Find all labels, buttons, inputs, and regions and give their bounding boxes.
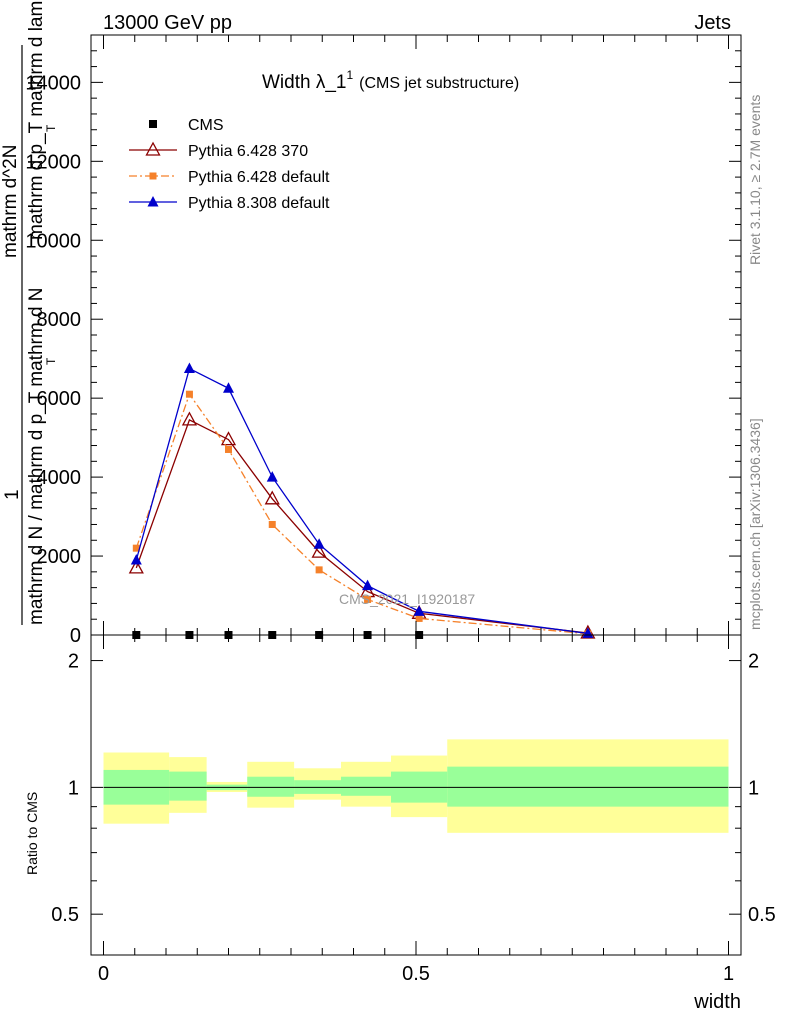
x-tick-label: 1 bbox=[723, 963, 734, 985]
y-tick-label: 14000 bbox=[25, 72, 81, 94]
legend-entry: Pythia 6.428 370 bbox=[129, 141, 308, 160]
watermark: CMS_2021_I1920187 bbox=[339, 591, 475, 607]
series-line bbox=[135, 367, 588, 635]
data-point bbox=[364, 595, 372, 603]
ratio-y-tick-label-right: 0.5 bbox=[748, 904, 776, 926]
ylabel-denominator: mathrm d N / mathrm d p_T mathrm d N bbox=[26, 287, 47, 625]
title-main: Width λ_1 bbox=[262, 72, 346, 93]
legend-label: Pythia 8.308 default bbox=[188, 195, 330, 212]
ylabel-one: 1 bbox=[2, 489, 23, 500]
series-line bbox=[135, 392, 588, 635]
y-tick-label: 6000 bbox=[37, 388, 82, 410]
ratio-panel bbox=[103, 739, 729, 833]
ratio-axes: 0 0.5 1 0.5 0.5 1 1 2 2 bbox=[51, 635, 776, 985]
data-point bbox=[266, 471, 278, 482]
main-axes: 0 2000 4000 6000 8000 10000 12000 14000 bbox=[25, 34, 741, 647]
ratio-ylabel: Ratio to CMS bbox=[24, 792, 40, 875]
ratio-y-tick-label: 1 bbox=[68, 777, 79, 799]
data-point bbox=[313, 538, 325, 549]
ylabel-numerator-a: mathrm d^2N bbox=[0, 145, 21, 258]
data-point bbox=[185, 390, 193, 398]
ylabel-sub-t: T bbox=[44, 357, 58, 365]
legend-label: CMS bbox=[188, 117, 224, 134]
x-tick-label: 0 bbox=[98, 963, 109, 985]
ratio-y-tick-label: 0.5 bbox=[51, 904, 79, 926]
ylabel-sub-t2: T bbox=[44, 124, 58, 132]
ratio-band-inner bbox=[341, 776, 391, 796]
y-tick-label: 10000 bbox=[25, 230, 81, 252]
data-point bbox=[223, 382, 234, 393]
plot-title: Width λ_11 (CMS jet substructure) bbox=[262, 68, 519, 93]
legend-entry: Pythia 6.428 default bbox=[129, 169, 330, 186]
x-axis-label: width bbox=[693, 991, 741, 1013]
data-point bbox=[130, 554, 142, 565]
legend-entry: CMS bbox=[149, 117, 224, 134]
legend-entry: Pythia 8.308 default bbox=[129, 195, 330, 212]
y-tick-label: 2000 bbox=[37, 546, 82, 568]
data-point bbox=[225, 445, 232, 453]
legend-marker bbox=[147, 196, 159, 207]
legend-marker bbox=[149, 120, 157, 128]
ylabel-numerator-b: mathrm d p_T mathrm d lambda bbox=[26, 0, 47, 240]
legend-marker bbox=[145, 141, 161, 156]
series-line bbox=[135, 418, 588, 634]
data-point bbox=[362, 579, 374, 591]
mcplots-label: mcplots.cern.ch [arXiv:1306.3436] bbox=[747, 418, 763, 630]
header-left: 13000 GeV pp bbox=[103, 12, 232, 34]
ratio-y-tick-label: 2 bbox=[68, 651, 79, 673]
legend: CMS Pythia 6.428 370 Pythia 6.428 default P… bbox=[129, 117, 330, 212]
y-tick-label: 4000 bbox=[37, 467, 82, 489]
y-tick-label: 0 bbox=[70, 625, 81, 647]
ratio-band-inner bbox=[169, 771, 207, 801]
data-point bbox=[181, 411, 198, 426]
title-sub: (CMS jet substructure) bbox=[359, 75, 519, 92]
ratio-band-inner bbox=[447, 766, 729, 807]
data-point bbox=[220, 431, 237, 446]
legend-label: Pythia 6.428 370 bbox=[188, 143, 308, 160]
x-tick-label: 0.5 bbox=[402, 963, 430, 985]
data-point bbox=[415, 614, 423, 622]
data-point bbox=[264, 490, 280, 505]
rivet-label: Rivet 3.1.10, ≥ 2.7M events bbox=[747, 95, 763, 265]
y-axis-label: 1 mathrm d N / mathrm d p_T mathrm d N m… bbox=[0, 0, 58, 625]
ratio-y-tick-label-right: 1 bbox=[748, 777, 759, 799]
legend-label: Pythia 6.428 default bbox=[188, 169, 330, 186]
y-tick-label: 8000 bbox=[37, 309, 82, 331]
data-point bbox=[311, 543, 327, 558]
legend-marker bbox=[149, 172, 157, 180]
header-right: Jets bbox=[694, 12, 731, 34]
data-point bbox=[315, 566, 323, 574]
data-point bbox=[183, 362, 195, 374]
data-point bbox=[268, 520, 276, 528]
ratio-y-tick-label-right: 2 bbox=[748, 651, 759, 673]
y-tick-label: 12000 bbox=[25, 151, 81, 173]
ratio-band-inner bbox=[247, 776, 295, 797]
data-point bbox=[132, 544, 140, 552]
title-sup: 1 bbox=[346, 68, 353, 82]
data-point bbox=[128, 559, 144, 574]
data-point bbox=[413, 605, 425, 616]
